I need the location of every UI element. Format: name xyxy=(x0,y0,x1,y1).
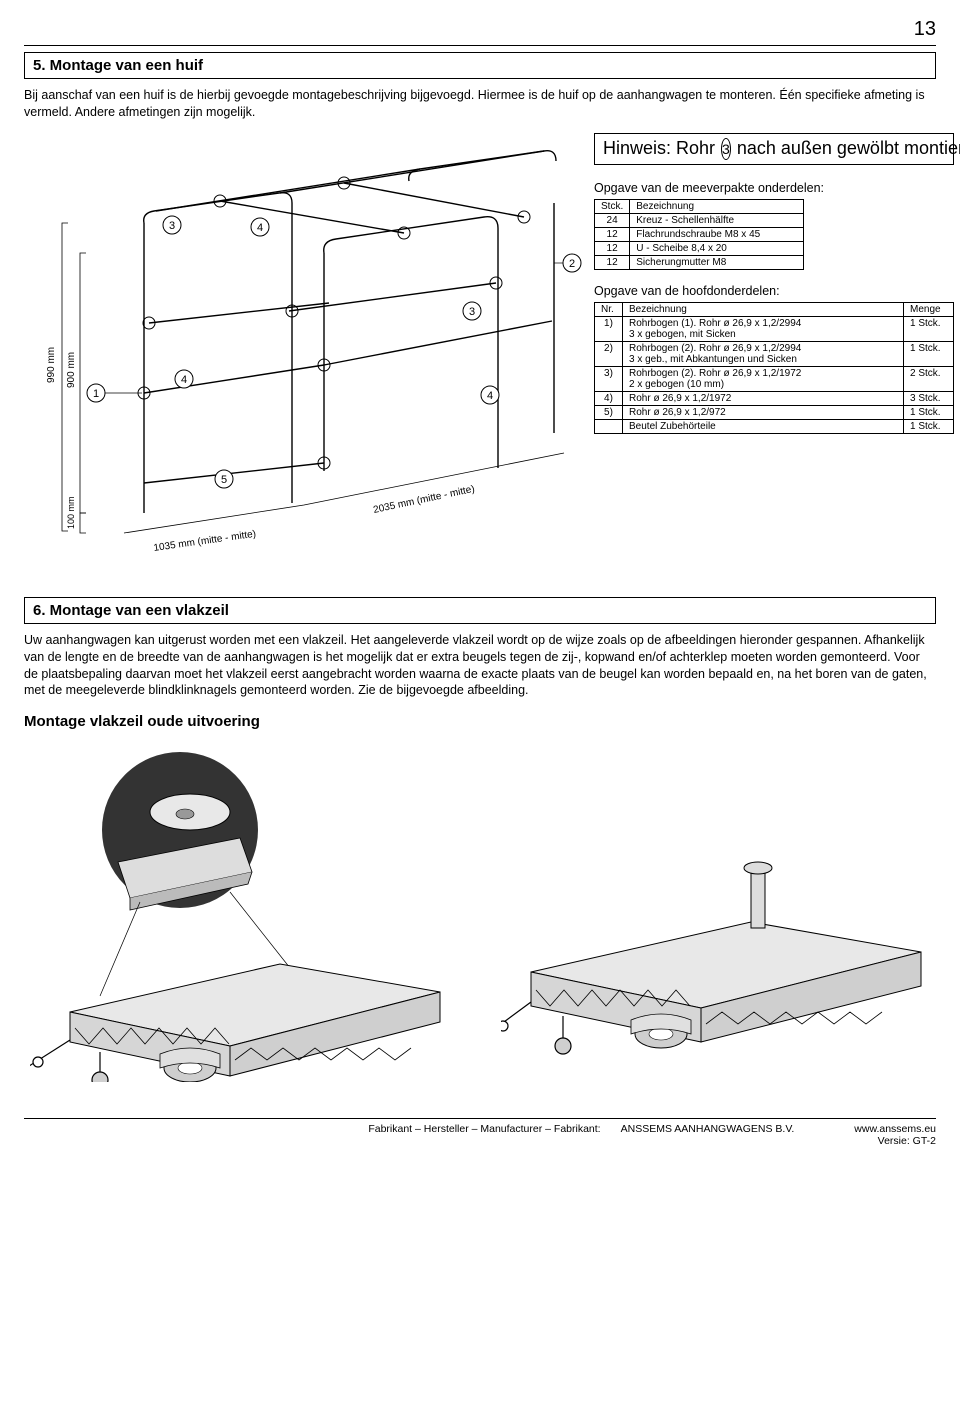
footer-url: www.anssems.eu xyxy=(854,1123,936,1135)
trailer-figure-right xyxy=(495,742,936,1082)
svg-text:4: 4 xyxy=(487,390,493,402)
table-header-row: Nr.BezeichnungMenge xyxy=(595,302,954,316)
callout-4b: 4 xyxy=(175,370,193,388)
dim-100: 100 mm xyxy=(66,496,76,529)
svg-text:3: 3 xyxy=(469,306,475,318)
section-6-subheading: Montage vlakzeil oude uitvoering xyxy=(24,713,936,730)
svg-text:2: 2 xyxy=(569,258,575,270)
table-row: 24Kreuz - Schellenhälfte xyxy=(595,213,804,227)
main-parts-heading: Opgave van de hoofdonderdelen: xyxy=(594,284,954,298)
table-row: 12U - Scheibe 8,4 x 20 xyxy=(595,241,804,255)
section-6-title: 6. Montage van een vlakzeil xyxy=(33,602,927,619)
callout-1: 1 xyxy=(87,384,142,402)
table-row: 3)Rohrbogen (2). Rohr ø 26,9 x 1,2/1972 … xyxy=(595,366,954,391)
page-number: 13 xyxy=(24,18,936,41)
frame-svg: 990 mm 900 mm 100 mm 1035 mm (mitte - mi… xyxy=(24,133,584,563)
section-6-title-box: 6. Montage van een vlakzeil xyxy=(24,597,936,624)
table-row: 12Sicherungmutter M8 xyxy=(595,255,804,269)
svg-text:1: 1 xyxy=(93,388,99,400)
callout-5: 5 xyxy=(215,470,233,488)
table-row: 2)Rohrbogen (2). Rohr ø 26,9 x 1,2/2994 … xyxy=(595,341,954,366)
dim-900: 900 mm xyxy=(66,352,77,388)
frame-diagram: 990 mm 900 mm 100 mm 1035 mm (mitte - mi… xyxy=(24,133,584,563)
trailer-figures xyxy=(24,742,936,1082)
top-rule xyxy=(24,45,936,46)
hinweis-right: nach außen gewölbt montieren! xyxy=(737,138,960,159)
section-5-title: 5. Montage van een huif xyxy=(33,57,927,74)
svg-text:4: 4 xyxy=(257,222,263,234)
table-row: Beutel Zubehörteile1 Stck. xyxy=(595,419,954,433)
footer-left: Fabrikant – Hersteller – Manufacturer – … xyxy=(24,1123,621,1135)
table-row: 1)Rohrbogen (1). Rohr ø 26,9 x 1,2/2994 … xyxy=(595,316,954,341)
callout-4a: 4 xyxy=(251,218,269,236)
footer-version: Versie: GT-2 xyxy=(24,1135,936,1147)
trailer-figure-left xyxy=(24,742,465,1082)
table-row: 5)Rohr ø 26,9 x 1,2/9721 Stck. xyxy=(595,405,954,419)
table-row: 4)Rohr ø 26,9 x 1,2/19723 Stck. xyxy=(595,391,954,405)
svg-text:3: 3 xyxy=(169,220,175,232)
hinweis-box: Hinweis: Rohr 3 nach außen gewölbt monti… xyxy=(594,133,954,165)
callout-3b: 3 xyxy=(463,302,481,320)
dim-1035: 1035 mm (mitte - mitte) xyxy=(153,528,257,553)
diagram-right-column: Hinweis: Rohr 3 nach außen gewölbt monti… xyxy=(594,133,954,434)
table-header-row: Stck.Bezeichnung xyxy=(595,199,804,213)
section-5-paragraph: Bij aanschaf van een huif is de hierbij … xyxy=(24,87,936,121)
footer-mid: ANSSEMS AANHANGWAGENS B.V. xyxy=(621,1123,855,1135)
callout-2: 2 xyxy=(554,254,581,272)
small-parts-heading: Opgave van de meeverpakte onderdelen: xyxy=(594,181,954,195)
svg-text:4: 4 xyxy=(181,374,187,386)
svg-text:5: 5 xyxy=(221,474,227,486)
main-parts-table: Nr.BezeichnungMenge 1)Rohrbogen (1). Roh… xyxy=(594,302,954,434)
section-6-paragraph: Uw aanhangwagen kan uitgerust worden met… xyxy=(24,632,936,700)
small-parts-table: Stck.Bezeichnung 24Kreuz - Schellenhälft… xyxy=(594,199,804,270)
section-5-title-box: 5. Montage van een huif xyxy=(24,52,936,79)
page-footer: Fabrikant – Hersteller – Manufacturer – … xyxy=(24,1118,936,1147)
hinweis-num: 3 xyxy=(721,138,731,160)
callout-3a: 3 xyxy=(163,216,181,234)
dim-990: 990 mm xyxy=(46,347,57,383)
hinweis-left: Hinweis: Rohr xyxy=(603,138,715,159)
callout-4c: 4 xyxy=(481,386,499,404)
diagram-area: 990 mm 900 mm 100 mm 1035 mm (mitte - mi… xyxy=(24,133,936,573)
table-row: 12Flachrundschraube M8 x 45 xyxy=(595,227,804,241)
